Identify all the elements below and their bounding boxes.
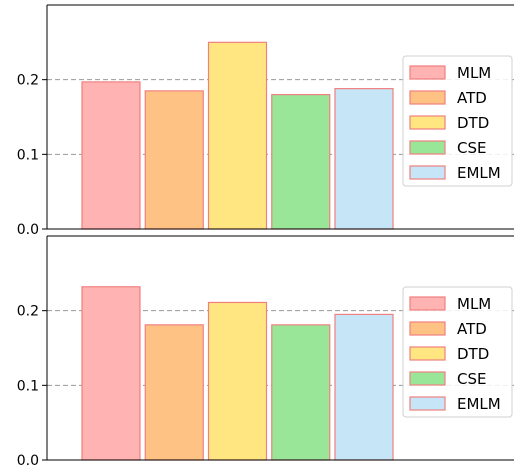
y-tick-label: 0.1 [17, 378, 39, 394]
legend-swatch-atd [409, 90, 446, 105]
legend-swatch-dtd [409, 346, 446, 361]
bar-dtd [207, 41, 268, 230]
bar-mlm [81, 286, 141, 461]
legend-swatch-cse [409, 371, 446, 386]
legend-swatch-mlm [409, 65, 446, 80]
bar-cse [271, 93, 331, 230]
bottom-bar-chart: 0.0 0.1 0.2 MLM ATD DTD CSE EMLM [17, 235, 514, 466]
y-tick-label: 0.2 [17, 304, 39, 320]
bar-atd [144, 90, 204, 230]
bar-emlm [334, 88, 394, 230]
y-tick-label: 0.0 [17, 222, 39, 238]
legend-label-mlm: MLM [457, 64, 491, 82]
bar-atd [144, 324, 204, 461]
legend-swatch-cse [409, 140, 446, 155]
legend-swatch-emlm [409, 396, 446, 411]
legend-label-mlm: MLM [457, 295, 491, 313]
legend-label-dtd: DTD [457, 345, 489, 363]
bar-emlm [334, 313, 394, 461]
legend-label-cse: CSE [457, 139, 486, 157]
y-tick-label: 0.0 [17, 453, 39, 466]
legend-label-cse: CSE [457, 370, 486, 388]
legend-swatch-atd [409, 321, 446, 336]
legend-label-emlm: EMLM [457, 395, 501, 413]
bar-dtd [207, 301, 268, 461]
legend-label-atd: ATD [457, 89, 487, 107]
legend-swatch-dtd [409, 115, 446, 130]
legend-label-emlm: EMLM [457, 164, 501, 182]
top-bar-chart: 0.0 0.1 0.2 MLM ATD DTD CSE EMLM [17, 4, 514, 238]
bar-mlm [81, 81, 141, 230]
legend: MLM ATD DTD CSE EMLM [402, 286, 513, 418]
y-tick-label: 0.2 [17, 73, 39, 89]
legend-label-atd: ATD [457, 320, 487, 338]
legend-swatch-mlm [409, 296, 446, 311]
y-tick-label: 0.1 [17, 147, 39, 163]
legend-swatch-emlm [409, 165, 446, 180]
bar-cse [271, 324, 331, 461]
legend-label-dtd: DTD [457, 114, 489, 132]
legend: MLM ATD DTD CSE EMLM [402, 55, 513, 187]
